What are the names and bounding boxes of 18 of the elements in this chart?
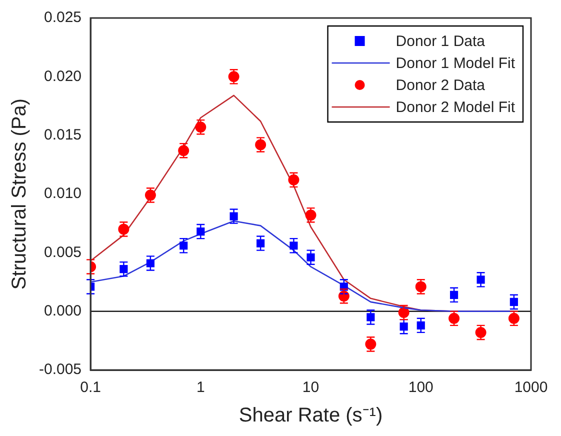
y-tick-label: 0.025 (44, 9, 82, 26)
x-tick-label: 1000 (514, 379, 548, 396)
x-tick-label: 1 (196, 379, 205, 396)
y-tick-label: 0.010 (44, 185, 82, 202)
y-tick-label: 0.000 (44, 302, 82, 320)
legend-label: Donor 1 Model Fit (396, 55, 516, 72)
x-tick-label: 10 (302, 379, 320, 396)
legend-label: Donor 2 Model Fit (396, 99, 516, 116)
y-tick-label: 0.005 (44, 244, 82, 261)
y-tick-label: 0.020 (44, 68, 82, 85)
x-axis-title: Shear Rate (s⁻¹) (238, 404, 383, 427)
y-tick-label: 0.015 (44, 126, 82, 144)
legend-label: Donor 1 Data (396, 33, 486, 50)
x-tick-label: 0.1 (80, 379, 101, 396)
y-tick-label: -0.005 (38, 361, 82, 378)
y-axis-title: Structural Stress (Pa) (8, 98, 31, 290)
legend-label: Donor 2 Data (396, 77, 486, 94)
x-tick-label: 100 (408, 379, 434, 396)
